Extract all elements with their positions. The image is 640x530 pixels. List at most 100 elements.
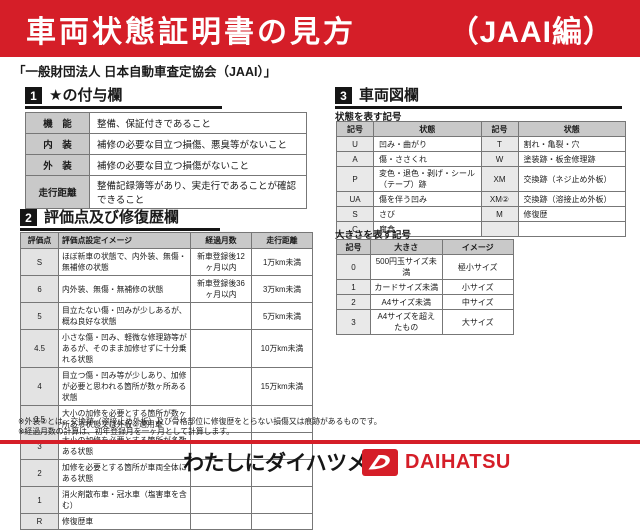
table-cell: 凹み・曲がり xyxy=(373,136,482,152)
table-cell: さび xyxy=(373,206,482,222)
table-cell xyxy=(190,367,252,406)
table-cell: A4サイズを超えたもの xyxy=(370,309,443,335)
table-cell: 極小サイズ xyxy=(441,254,514,280)
table-cell: 外 装 xyxy=(25,154,90,176)
table-cell: A xyxy=(336,151,374,167)
table-cell xyxy=(251,513,313,530)
table-row: 1 消火剤散布車・冠水車（塩害車を含む） xyxy=(20,486,313,514)
table-cell: W xyxy=(480,151,519,167)
table-cell: 目立たない傷・凹みが少しあるが、概ね良好な状態 xyxy=(58,302,191,330)
table-cell: 5 xyxy=(20,302,59,330)
column-header: 記号 xyxy=(480,121,519,137)
table-cell: ほぼ新車の状態で、内外装、無傷・無補修の状態 xyxy=(58,248,191,276)
table-row: S さび M 修復歴 xyxy=(336,206,626,222)
footnote-line: ※外装②とは、交換跡（溶接止め外板）及び骨格部位に修復歴をとらない損傷又は痕跡が… xyxy=(18,417,382,426)
table-cell: 傷・ささくれ xyxy=(373,151,482,167)
table-cell: 5万km未満 xyxy=(251,302,313,330)
table-cell: 走行距離 xyxy=(25,175,90,209)
table-cell: 2 xyxy=(20,459,59,487)
table-row: 機 能 整備、保証付きであること xyxy=(25,112,307,134)
table-cell: 内 装 xyxy=(25,133,90,155)
table-cell xyxy=(190,302,252,330)
column-header: 経過月数 xyxy=(190,232,252,249)
table-cell: 3万km未満 xyxy=(251,275,313,303)
table-cell xyxy=(190,486,252,514)
table-row: 内 装 補修の必要な目立つ損傷、悪臭等がないこと xyxy=(25,133,307,155)
table-cell: 1 xyxy=(20,486,59,514)
table-cell: 新車登録後36ヶ月以内 xyxy=(190,275,252,303)
table-cell: カードサイズ未満 xyxy=(370,279,443,295)
footnotes: ※外装②とは、交換跡（溶接止め外板）及び骨格部位に修復歴をとらない損傷又は痕跡が… xyxy=(18,417,382,437)
table-cell: 10万km未満 xyxy=(251,329,313,368)
section1-title: ★の付与欄 xyxy=(49,86,123,104)
table-cell: A4サイズ未満 xyxy=(370,294,443,310)
table-cell: 4 xyxy=(20,367,59,406)
table-cell: 3 xyxy=(336,309,371,335)
table-row: 0 500円玉サイズ未満 極小サイズ xyxy=(336,254,514,280)
table-cell: XM xyxy=(480,166,519,192)
issuer-subtitle: 「一般財団法人 日本自動車査定協会（JAAI）」 xyxy=(13,65,277,79)
section3-number-badge: 3 xyxy=(335,87,352,104)
table-cell: R xyxy=(20,513,59,530)
table-row: 3 A4サイズを超えたもの 大サイズ xyxy=(336,309,514,335)
table-row: UA 傷を伴う凹み XM② 交換跡（溶接止め外板） xyxy=(336,191,626,207)
table-cell: 3 xyxy=(20,432,59,460)
table-row: 4.5 小さな傷・凹み、軽微な修理跡等があるが、そのまま加修せずに十分乗れる状態… xyxy=(20,329,313,368)
table-cell: S xyxy=(336,206,374,222)
title-banner: 車両状態証明書の見方 （JAAI編） xyxy=(0,0,640,57)
table-cell: T xyxy=(480,136,519,152)
table-header-row: 記号 状態 記号 状態 xyxy=(336,121,626,137)
score-history-table: 評価点 評価点設定イメージ 経過月数 走行距離 S ほぼ新車の状態で、内外装、無… xyxy=(20,232,313,530)
page-title-edition: （JAAI編） xyxy=(448,15,614,49)
column-header: 状態 xyxy=(517,121,626,137)
page-title: 車両状態証明書の見方 xyxy=(26,15,356,49)
table-cell xyxy=(480,221,519,237)
brand-wordmark: DAIHATSU xyxy=(405,451,511,473)
section2-title: 評価点及び修復歴欄 xyxy=(44,208,180,226)
slogan-text: わたしにダイハツメイ。 xyxy=(183,452,408,475)
table-cell xyxy=(190,513,252,530)
table-cell: 補修の必要な目立つ損傷がないこと xyxy=(89,154,307,176)
table-cell: 内外装、無傷・無補修の状態 xyxy=(58,275,191,303)
table-cell: 1万km未満 xyxy=(251,248,313,276)
table-cell: 整備、保証付きであること xyxy=(89,112,307,134)
table-cell: 割れ・亀裂・穴 xyxy=(517,136,626,152)
table-cell xyxy=(251,405,313,433)
column-header: 評価点設定イメージ xyxy=(58,232,191,249)
table-cell: 消火剤散布車・冠水車（塩害車を含む） xyxy=(58,486,191,514)
table-row: P 変色・退色・剥げ・シール（テープ）跡 XM 交換跡（ネジ止め外板） xyxy=(336,166,626,192)
table-cell: U xyxy=(336,136,374,152)
table-cell: 傷を伴う凹み xyxy=(373,191,482,207)
column-header: 評価点 xyxy=(20,232,59,249)
table-cell xyxy=(517,221,626,237)
star-criteria-table: 機 能 整備、保証付きであること 内 装 補修の必要な目立つ損傷、悪臭等がないこ… xyxy=(25,112,307,209)
table-cell: 変色・退色・剥げ・シール（テープ）跡 xyxy=(373,166,482,192)
table-cell: 補修の必要な目立つ損傷、悪臭等がないこと xyxy=(89,133,307,155)
table-row: C 腐食 xyxy=(336,221,626,237)
daihatsu-emblem-icon xyxy=(362,449,398,476)
table-cell: 小さな傷・凹み、軽微な修理跡等があるが、そのまま加修せずに十分乗れる状態 xyxy=(58,329,191,368)
table-cell: 大サイズ xyxy=(441,309,514,335)
table-cell: 新車登録後12ヶ月以内 xyxy=(190,248,252,276)
section3-title: 車両図欄 xyxy=(359,86,420,104)
table-cell: UA xyxy=(336,191,374,207)
table-row: 外 装 補修の必要な目立つ損傷がないこと xyxy=(25,154,307,176)
daihatsu-logo: DAIHATSU xyxy=(362,449,511,476)
table-cell: M xyxy=(480,206,519,222)
table-cell: 小サイズ xyxy=(441,279,514,295)
table-cell: 0 xyxy=(336,254,371,280)
section2-number-badge: 2 xyxy=(20,209,37,226)
table-cell: 加修を必要とする箇所が車両全体にある状態 xyxy=(58,459,191,487)
symbols-table-title: 状態を表す記号 xyxy=(335,112,402,123)
table-cell xyxy=(190,329,252,368)
table-row: 6 内外装、無傷・無補修の状態 新車登録後36ヶ月以内 3万km未満 xyxy=(20,275,313,303)
section1-number-badge: 1 xyxy=(25,87,42,104)
column-header: 走行距離 xyxy=(251,232,313,249)
table-cell: 修復歴 xyxy=(517,206,626,222)
divider-line xyxy=(0,440,640,444)
column-header: 記号 xyxy=(336,239,371,255)
table-cell: 2 xyxy=(336,294,371,310)
section3-header: 3 車両図欄 xyxy=(335,87,622,109)
column-header: 記号 xyxy=(336,121,374,137)
table-cell: 500円玉サイズ未満 xyxy=(370,254,443,280)
